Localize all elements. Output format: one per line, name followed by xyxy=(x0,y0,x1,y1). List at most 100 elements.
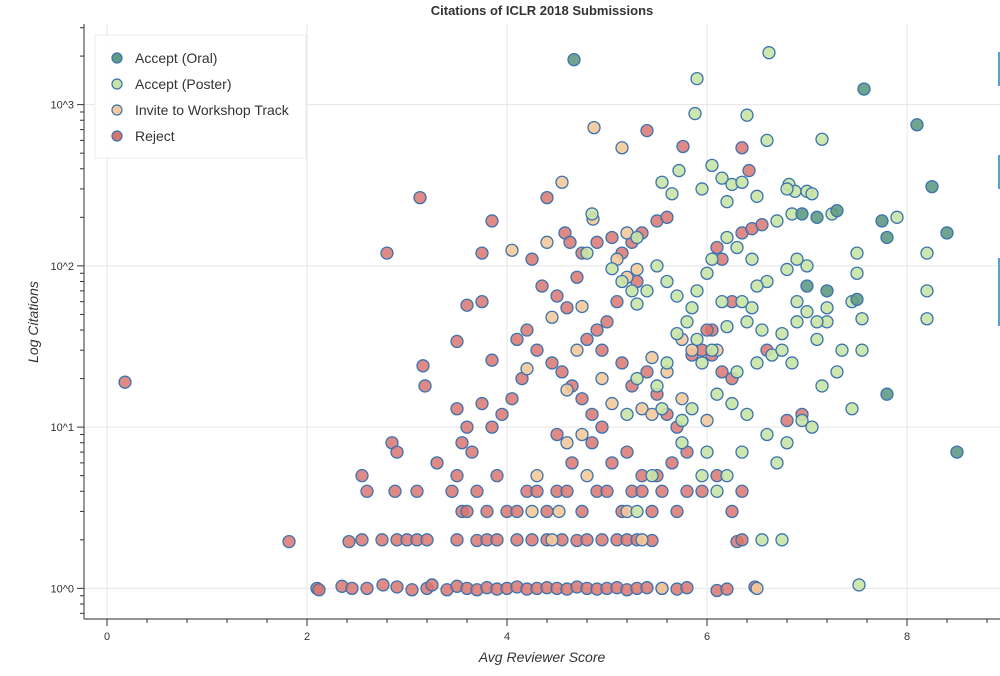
data-point xyxy=(830,204,844,218)
x-axis-label: Avg Reviewer Score xyxy=(478,649,606,665)
data-point xyxy=(695,182,709,196)
data-point xyxy=(735,533,749,547)
data-point xyxy=(685,301,699,315)
data-point xyxy=(845,402,859,416)
x-tick-label: 2 xyxy=(304,631,310,643)
data-point xyxy=(640,284,654,298)
legend-label: Invite to Workshop Track xyxy=(135,102,290,118)
data-point xyxy=(645,469,659,483)
data-point xyxy=(685,402,699,416)
x-tick-label: 8 xyxy=(904,631,910,643)
data-point xyxy=(460,504,474,519)
data-point xyxy=(700,445,714,459)
data-point xyxy=(715,294,729,309)
data-point xyxy=(795,207,809,221)
data-point xyxy=(695,484,709,498)
data-point xyxy=(910,118,924,132)
data-point xyxy=(815,379,829,393)
data-point xyxy=(720,319,734,334)
data-point xyxy=(850,292,864,306)
data-point xyxy=(118,375,132,389)
data-point xyxy=(567,53,581,67)
data-point xyxy=(660,274,674,289)
data-point xyxy=(530,469,544,483)
data-point xyxy=(635,484,649,498)
data-point xyxy=(710,484,724,498)
data-point xyxy=(605,262,619,276)
data-point xyxy=(585,407,599,421)
data-point xyxy=(355,469,369,483)
data-point xyxy=(655,402,669,416)
data-point xyxy=(735,445,749,459)
data-point xyxy=(525,504,539,519)
data-point xyxy=(575,504,589,519)
data-point xyxy=(715,171,729,185)
data-point xyxy=(390,445,404,459)
data-point xyxy=(525,533,539,547)
data-point xyxy=(455,436,469,450)
data-point xyxy=(640,123,654,138)
data-point xyxy=(705,158,719,173)
data-point xyxy=(342,534,356,549)
data-point xyxy=(376,578,390,592)
data-point xyxy=(925,179,939,194)
data-point xyxy=(755,323,769,337)
legend-marker xyxy=(111,130,123,142)
data-point xyxy=(585,436,599,450)
data-point xyxy=(750,356,764,370)
data-point xyxy=(670,289,684,303)
data-point xyxy=(800,259,814,273)
data-point xyxy=(795,413,809,428)
data-point xyxy=(690,332,704,347)
data-point xyxy=(690,71,704,86)
data-point xyxy=(755,218,769,232)
data-point xyxy=(700,413,714,428)
data-point xyxy=(760,427,774,442)
data-point xyxy=(815,132,829,146)
legend-box xyxy=(94,34,307,159)
data-point xyxy=(880,387,894,401)
data-point xyxy=(705,343,719,357)
data-point xyxy=(575,299,589,314)
data-point xyxy=(820,301,834,315)
data-point xyxy=(312,583,326,597)
data-point xyxy=(460,298,474,312)
data-point xyxy=(855,343,869,357)
data-point xyxy=(950,445,964,459)
data-point xyxy=(715,365,729,379)
data-point xyxy=(720,469,734,483)
data-point xyxy=(563,235,577,249)
data-point xyxy=(735,175,749,189)
data-point xyxy=(665,187,679,201)
data-point xyxy=(750,279,764,293)
legend-marker xyxy=(111,104,123,116)
data-point xyxy=(560,301,574,315)
data-point xyxy=(475,294,489,309)
data-point xyxy=(600,315,614,329)
data-point xyxy=(416,359,430,373)
data-point xyxy=(660,210,674,224)
data-point xyxy=(655,581,669,596)
data-point xyxy=(835,343,849,357)
data-point xyxy=(615,141,629,155)
data-point xyxy=(720,230,734,245)
data-point xyxy=(742,163,756,178)
data-point xyxy=(810,332,824,347)
data-point xyxy=(625,284,639,298)
data-point xyxy=(730,365,744,379)
data-point xyxy=(345,581,359,596)
data-point xyxy=(875,214,889,228)
data-point xyxy=(485,353,499,367)
data-point xyxy=(920,284,934,298)
data-point xyxy=(470,484,484,498)
data-point xyxy=(540,235,554,249)
data-point xyxy=(520,323,534,337)
data-point xyxy=(555,175,569,189)
chart-title: Citations of ICLR 2018 Submissions xyxy=(431,3,654,18)
data-point xyxy=(540,190,554,205)
y-tick-label: 10^3 xyxy=(50,100,74,112)
data-point xyxy=(580,246,594,260)
data-point xyxy=(650,259,664,273)
data-point xyxy=(760,133,774,148)
data-point xyxy=(355,533,369,547)
